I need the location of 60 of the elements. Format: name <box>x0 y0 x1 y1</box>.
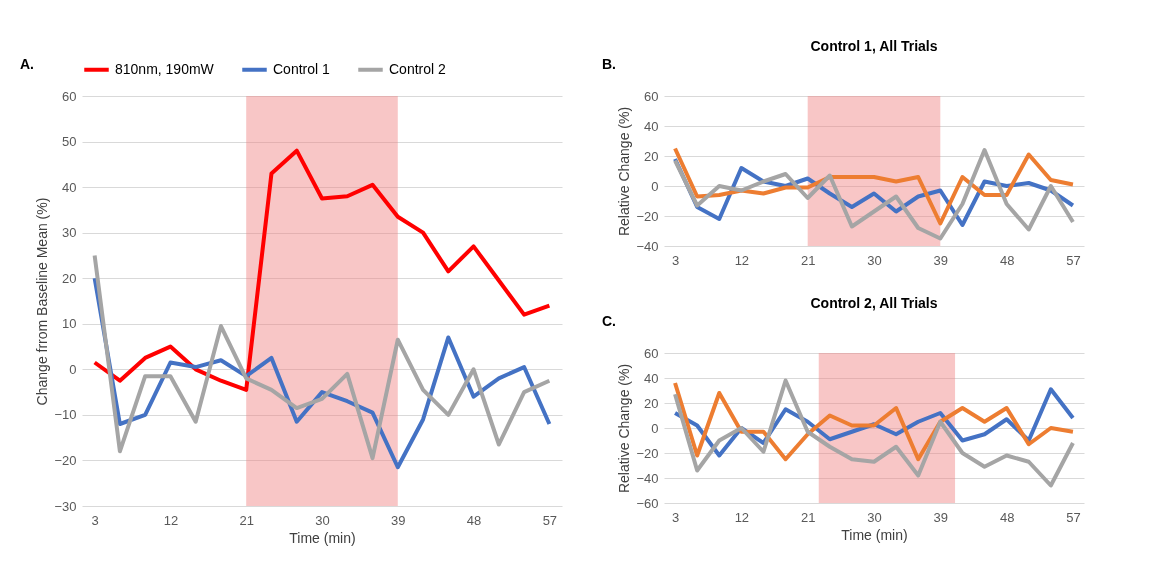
x-tick-label: 12 <box>734 252 750 268</box>
y-tick-label: −40 <box>636 470 659 486</box>
legend-label: Control 1 <box>273 60 331 77</box>
x-tick-label: 21 <box>239 512 254 528</box>
y-tick-label: 0 <box>651 178 659 194</box>
x-axis-title: Time (min) <box>841 526 908 543</box>
x-tick-label: 3 <box>671 509 680 525</box>
x-tick-label: 39 <box>933 252 949 268</box>
y-tick-label: 50 <box>62 134 77 150</box>
line-series <box>673 378 1075 488</box>
y-tick-label: −30 <box>54 498 77 514</box>
x-tick-label: 21 <box>800 252 816 268</box>
y-tick-label: 40 <box>644 370 659 386</box>
legend-label: 810nm, 190mW <box>115 60 215 77</box>
line-series <box>92 148 552 392</box>
y-tick-label: −20 <box>54 452 77 468</box>
y-tick-label: −10 <box>54 407 77 423</box>
y-tick-label: 60 <box>62 88 77 104</box>
x-tick-label: 3 <box>671 252 680 268</box>
y-axis-title: Relative Change (%) <box>616 106 633 237</box>
y-tick-label: −60 <box>636 495 659 511</box>
x-tick-label: 30 <box>867 509 882 525</box>
y-tick-label: 60 <box>644 88 659 104</box>
x-tick-label: 48 <box>999 252 1015 268</box>
y-tick-label: 60 <box>644 345 659 361</box>
x-tick-label: 12 <box>734 509 750 525</box>
y-tick-label: 40 <box>62 179 77 195</box>
y-axis-title: Change frrom Baseline Mean (%) <box>34 197 51 406</box>
x-tick-label: 39 <box>933 509 949 525</box>
line-series <box>673 148 1075 241</box>
y-tick-label: −20 <box>636 208 659 224</box>
x-tick-label: 12 <box>163 512 179 528</box>
x-tick-label: 21 <box>800 509 816 525</box>
x-tick-label: 57 <box>542 512 558 528</box>
x-axis-title: Time (min) <box>289 529 356 546</box>
y-tick-label: 20 <box>644 395 659 411</box>
x-tick-label: 30 <box>315 512 330 528</box>
y-tick-label: 0 <box>651 420 659 436</box>
y-tick-label: −20 <box>636 445 659 461</box>
legend-label: Control 2 <box>389 60 447 77</box>
y-tick-label: 30 <box>62 225 77 241</box>
text: C. <box>602 313 616 329</box>
x-tick-label: 39 <box>391 512 406 528</box>
chart-title: Control 2, All Trials <box>810 295 938 311</box>
x-tick-label: 48 <box>999 509 1015 525</box>
y-tick-label: 10 <box>62 316 77 332</box>
y-tick-label: 0 <box>69 361 77 377</box>
x-tick-label: 57 <box>1066 509 1081 525</box>
x-tick-label: 48 <box>466 512 482 528</box>
x-tick-label: 30 <box>867 252 882 268</box>
text: A. <box>20 56 34 72</box>
y-tick-label: −40 <box>636 238 659 254</box>
text: B. <box>602 56 616 72</box>
y-tick-label: 20 <box>644 148 659 164</box>
x-tick-label: 3 <box>91 512 99 528</box>
y-tick-label: 40 <box>644 118 659 134</box>
x-tick-label: 57 <box>1066 252 1081 268</box>
y-tick-label: 20 <box>62 270 77 286</box>
y-axis-title: Relative Change (%) <box>616 363 633 494</box>
chart-title: Control 1, All Trials <box>810 38 938 54</box>
